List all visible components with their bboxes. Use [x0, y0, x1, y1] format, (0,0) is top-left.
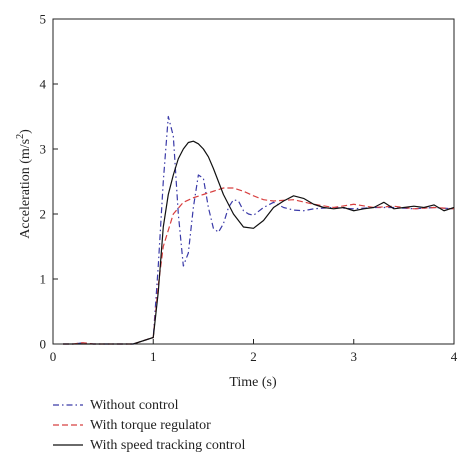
plot-frame [52, 18, 455, 345]
legend: Without control With torque regulator With… [53, 398, 245, 453]
x-tick-label: 1 [150, 349, 157, 364]
x-tick-label: 0 [50, 349, 57, 364]
y-tick-label: 2 [40, 207, 47, 222]
y-tick-label: 0 [40, 337, 47, 352]
y-tick-label: 5 [40, 12, 47, 27]
y-tick-label: 4 [40, 77, 47, 92]
legend-label-2: With torque regulator [90, 418, 211, 433]
series-line-1 [63, 115, 455, 345]
y-axis-label-sup: 2 [15, 134, 26, 139]
series-line-3 [63, 140, 455, 345]
legend-label-1: Without control [90, 398, 179, 413]
y-tick-label: 1 [40, 272, 47, 287]
x-axis-label: Time (s) [229, 375, 277, 390]
x-tick-label: 4 [451, 349, 458, 364]
ticks-layer: 0 1 2 3 4 0 1 2 3 4 5 [40, 12, 458, 365]
y-axis-label-main: Acceleration (m/s [18, 139, 33, 239]
y-axis-label-close: ) [18, 129, 33, 134]
x-tick-label: 3 [351, 349, 358, 364]
x-tick-label: 2 [250, 349, 257, 364]
y-tick-label: 3 [40, 142, 47, 157]
legend-label-3: With speed tracking control [90, 438, 245, 453]
series-line-2 [63, 187, 455, 345]
y-axis-label: Acceleration (m/s2) [15, 129, 33, 239]
plot-border [52, 18, 455, 345]
series-layer [63, 115, 455, 345]
